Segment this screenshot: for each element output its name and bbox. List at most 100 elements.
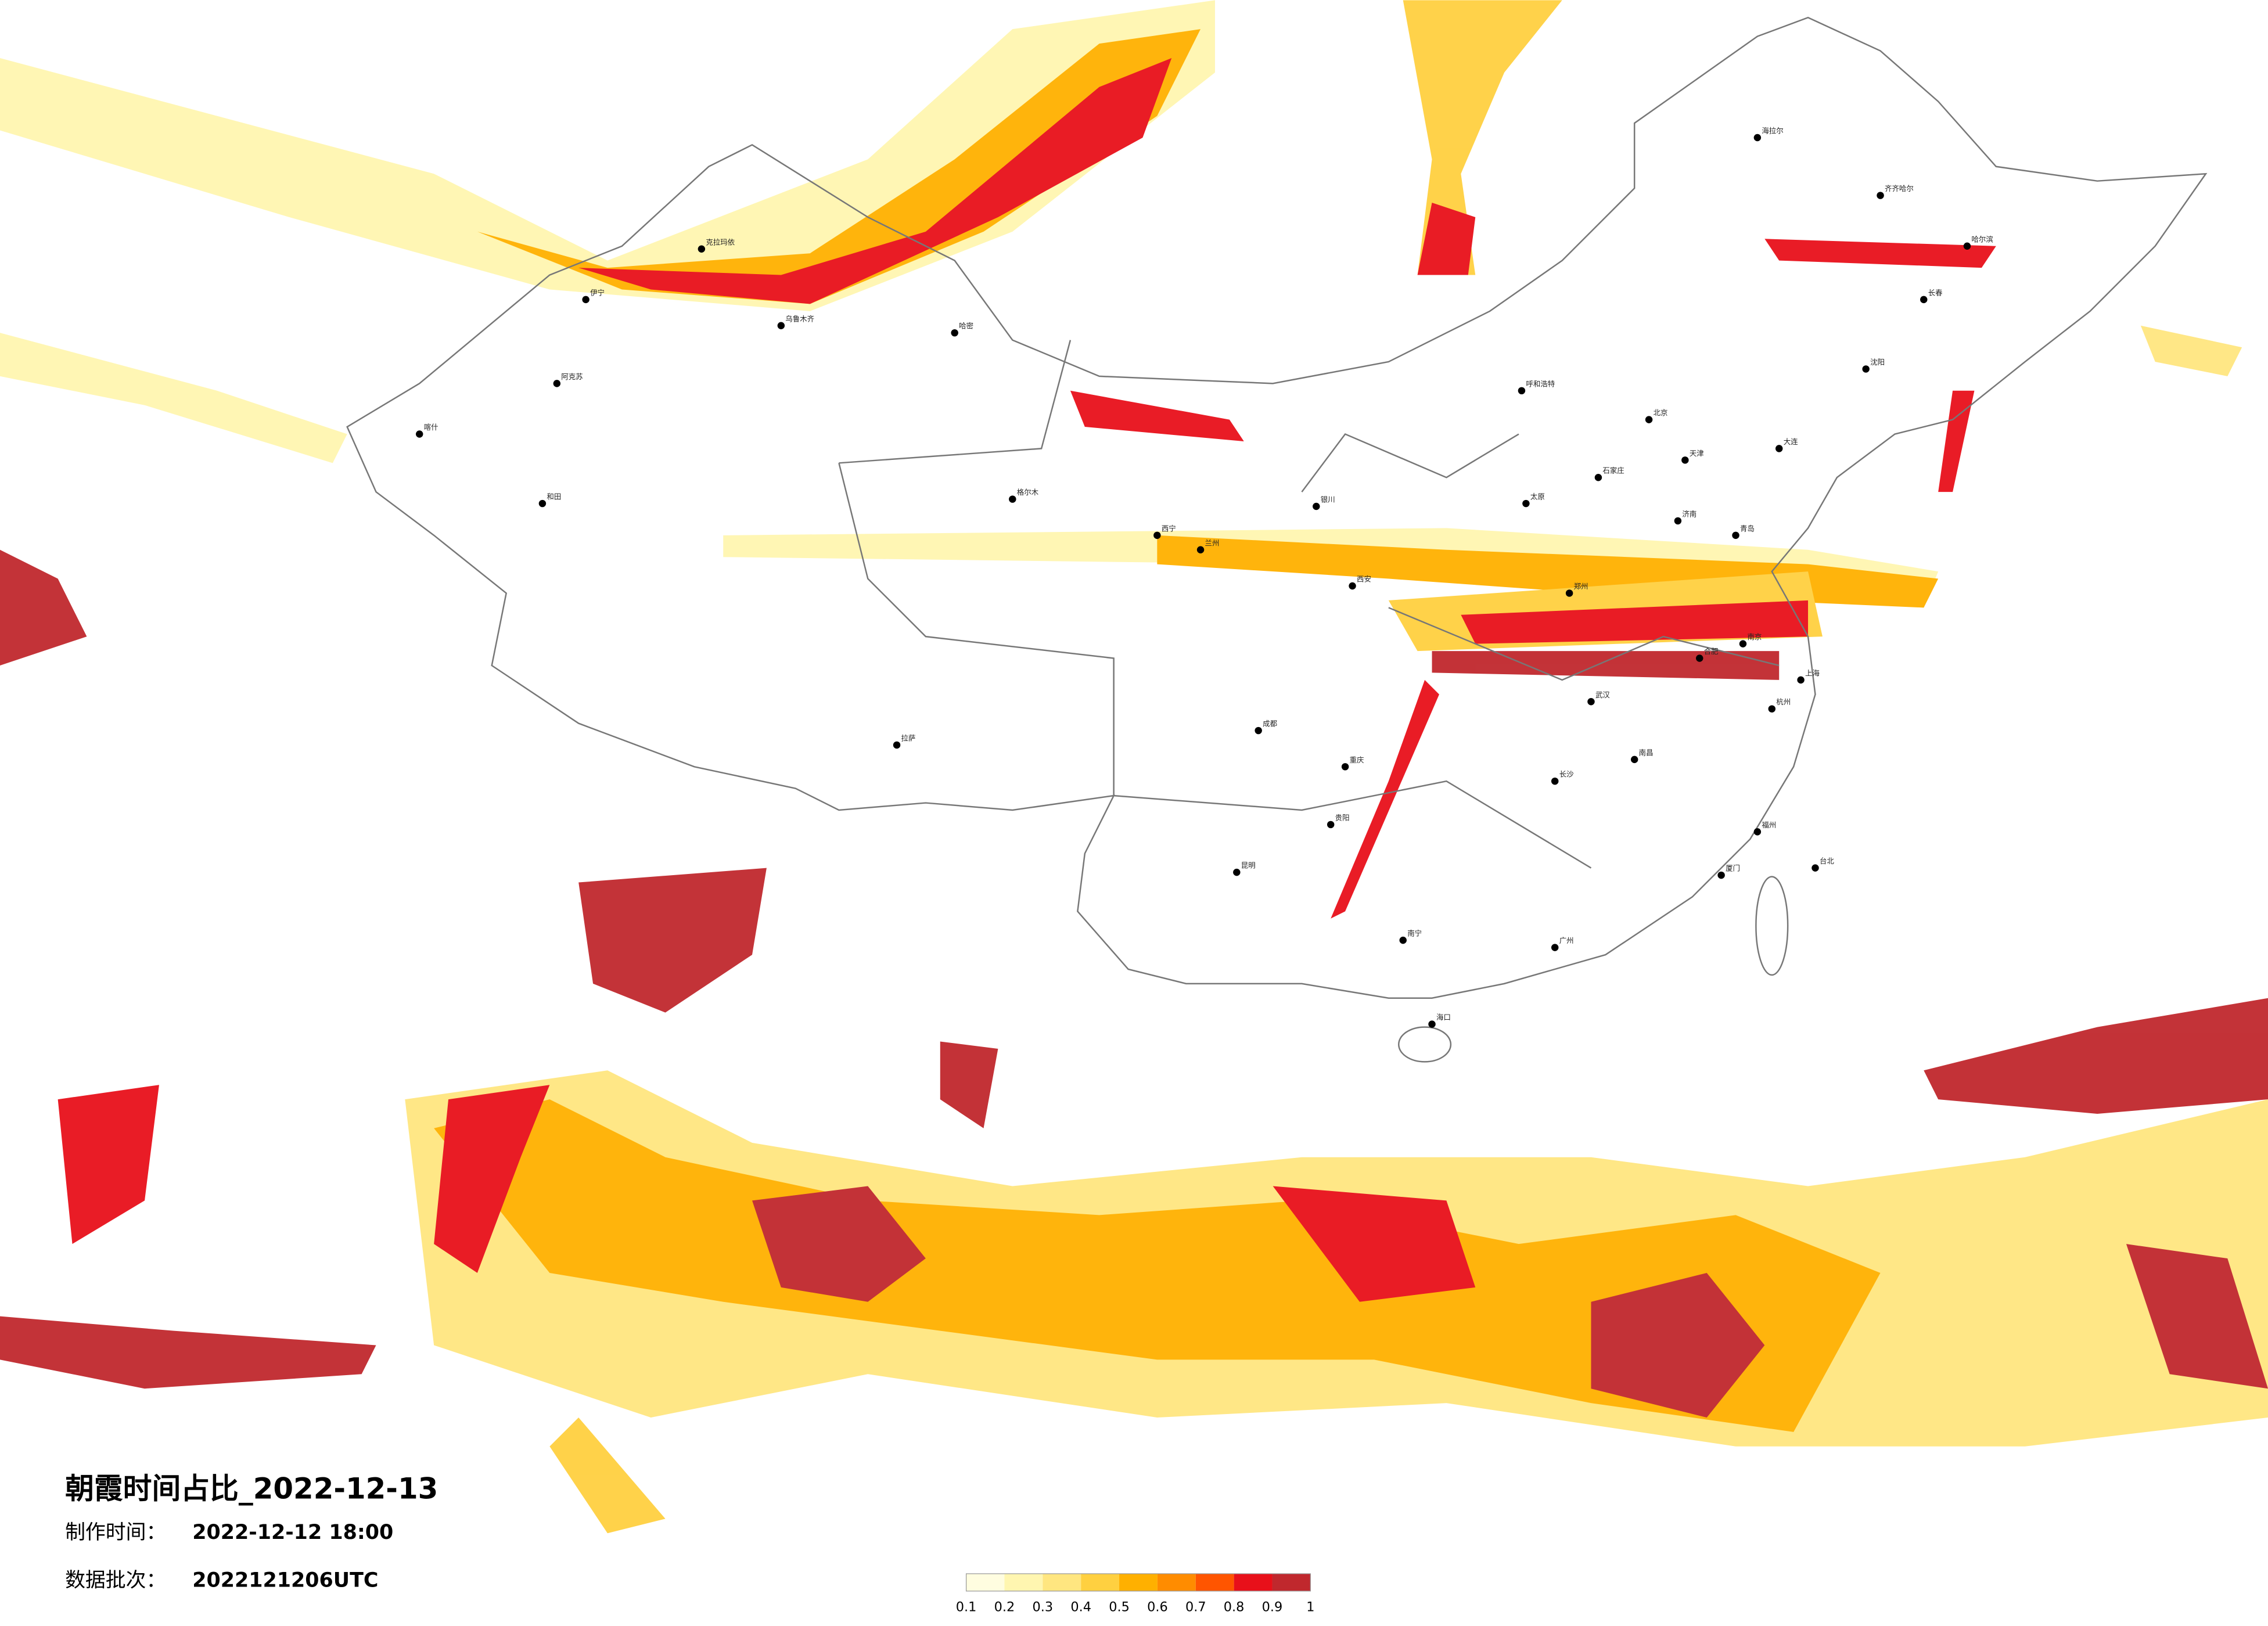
city-label: 福州	[1762, 821, 1776, 829]
colorbar-tick-label: 0.7	[1185, 1600, 1206, 1615]
city-dot	[538, 499, 547, 508]
colorbar-tick-label: 0.6	[1147, 1600, 1168, 1615]
city-label: 西宁	[1162, 524, 1176, 533]
city-label: 海口	[1436, 1013, 1451, 1021]
city-label: 昆明	[1241, 861, 1256, 870]
city-dot	[1255, 726, 1262, 735]
city-dot	[1551, 944, 1559, 951]
data-batch-value: 2022121206UTC	[192, 1569, 378, 1592]
city-dot	[1963, 242, 1971, 250]
colorbar-swatch	[1157, 1573, 1196, 1591]
city-dot	[1775, 445, 1783, 452]
city-label: 长沙	[1559, 770, 1574, 779]
city-label: 南昌	[1639, 748, 1654, 757]
colorbar: 0.1 0.2 0.3 0.4 0.5 0.6 0.7 0.8 0.9 1	[956, 1573, 1314, 1615]
city-dot	[1797, 676, 1805, 684]
city-label: 和田	[547, 492, 561, 501]
city-dot	[1753, 134, 1762, 142]
colorbar-tick-label: 0.3	[1033, 1600, 1054, 1615]
city-dot	[1674, 517, 1682, 525]
city-dot	[1811, 864, 1819, 872]
city-dot	[1594, 473, 1602, 481]
colorbar-tick-label: 0.5	[1109, 1600, 1130, 1615]
city-label: 西安	[1357, 575, 1371, 584]
city-dot	[1645, 416, 1653, 423]
city-dot	[1630, 756, 1638, 764]
city-dot	[1587, 698, 1595, 706]
city-label: 伊宁	[590, 288, 605, 297]
city-label: 广州	[1559, 936, 1574, 945]
city-dot	[1732, 531, 1739, 539]
city-label: 贵阳	[1335, 813, 1350, 822]
colorbar-swatch	[1195, 1573, 1234, 1591]
city-label: 天津	[1690, 449, 1704, 458]
city-label: 长春	[1928, 288, 1943, 297]
city-label: 沈阳	[1870, 358, 1885, 366]
map-title: 朝霞时间占比_2022-12-13	[65, 1472, 438, 1505]
city-dot	[1341, 763, 1349, 771]
colorbar-tick-label: 0.9	[1262, 1600, 1283, 1615]
colorbar-swatch	[1043, 1573, 1081, 1591]
city-label: 齐齐哈尔	[1885, 184, 1914, 193]
data-batch-label: 数据批次：	[65, 1569, 166, 1592]
colorbar-tick-label: 1	[1306, 1600, 1314, 1615]
city-label: 乌鲁木齐	[785, 314, 814, 323]
city-label: 重庆	[1350, 756, 1364, 764]
city-label: 格尔木	[1017, 488, 1039, 497]
city-dot	[415, 430, 423, 438]
city-dot	[1551, 777, 1559, 785]
city-label: 北京	[1654, 408, 1668, 417]
colorbar-frame	[965, 1573, 1311, 1592]
colorbar-swatch	[1004, 1573, 1043, 1591]
city-dot	[1681, 456, 1689, 464]
city-dot	[777, 322, 785, 329]
city-dot	[1313, 502, 1320, 510]
city-label: 兰州	[1205, 538, 1220, 547]
city-dot	[1153, 531, 1161, 539]
city-dot	[1739, 640, 1747, 647]
city-dot	[1349, 582, 1356, 590]
production-time-label: 制作时间：	[65, 1521, 166, 1544]
city-label: 南京	[1747, 632, 1762, 641]
city-dot	[893, 741, 901, 749]
city-dot	[1522, 499, 1530, 508]
city-dot	[582, 296, 590, 304]
city-dot	[1428, 1020, 1436, 1028]
city-label: 银川	[1321, 495, 1335, 504]
city-label: 台北	[1820, 857, 1834, 865]
city-label: 石家庄	[1602, 466, 1624, 475]
city-label: 阿克苏	[561, 372, 583, 381]
city-dot	[1009, 495, 1016, 503]
city-label: 合肥	[1704, 647, 1719, 656]
city-label: 呼和浩特	[1526, 379, 1555, 388]
city-label: 太原	[1530, 492, 1545, 501]
colorbar-tick-label: 0.1	[956, 1600, 977, 1615]
city-dot	[553, 380, 561, 387]
china-outline	[346, 16, 2208, 1063]
colorbar-swatch	[966, 1573, 1005, 1591]
city-label: 上海	[1805, 668, 1820, 677]
city-dot	[1696, 654, 1703, 662]
city-dot	[1920, 296, 1928, 304]
city-dot	[1518, 387, 1526, 395]
colorbar-tick-label: 0.4	[1070, 1600, 1091, 1615]
city-label: 杭州	[1776, 697, 1791, 706]
city-dot	[1753, 828, 1762, 836]
city-label: 济南	[1682, 509, 1696, 518]
city-dot	[1717, 871, 1725, 879]
colorbar-tick-label: 0.8	[1224, 1600, 1245, 1615]
heat-layer	[0, 0, 2268, 1534]
city-label: 郑州	[1574, 582, 1588, 591]
production-time-value: 2022-12-12 18:00	[192, 1521, 393, 1544]
city-dot	[698, 245, 706, 253]
colorbar-swatch	[1272, 1573, 1311, 1591]
city-dot	[1565, 589, 1573, 597]
city-dot	[1862, 365, 1870, 373]
city-label: 海拉尔	[1762, 126, 1783, 135]
city-label: 喀什	[424, 423, 438, 431]
colorbar-swatch	[1081, 1573, 1120, 1591]
city-dot	[1399, 936, 1407, 944]
colorbar-swatch	[1234, 1573, 1273, 1591]
